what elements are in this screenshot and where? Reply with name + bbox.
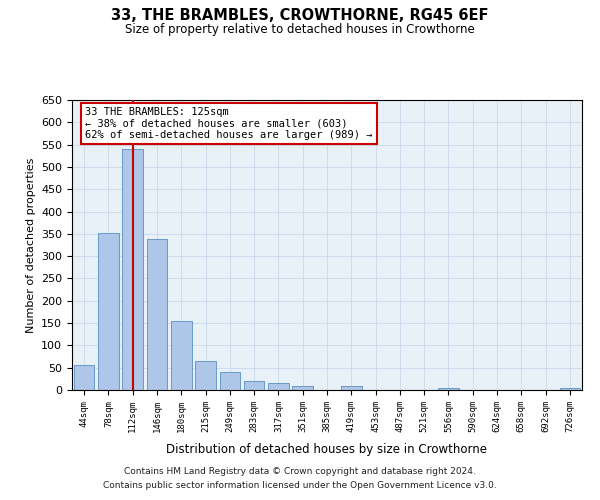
Bar — [560, 388, 580, 390]
Bar — [438, 388, 459, 390]
Bar — [122, 149, 143, 390]
Text: Distribution of detached houses by size in Crowthorne: Distribution of detached houses by size … — [167, 442, 487, 456]
Bar — [74, 364, 94, 390]
Bar — [146, 239, 167, 390]
Text: Contains public sector information licensed under the Open Government Licence v3: Contains public sector information licen… — [103, 481, 497, 490]
Text: Contains HM Land Registry data © Crown copyright and database right 2024.: Contains HM Land Registry data © Crown c… — [124, 468, 476, 476]
Text: 33 THE BRAMBLES: 125sqm
← 38% of detached houses are smaller (603)
62% of semi-d: 33 THE BRAMBLES: 125sqm ← 38% of detache… — [85, 106, 373, 140]
Bar — [268, 384, 289, 390]
Bar — [341, 386, 362, 390]
Bar — [292, 386, 313, 390]
Text: Size of property relative to detached houses in Crowthorne: Size of property relative to detached ho… — [125, 22, 475, 36]
Bar — [195, 361, 216, 390]
Text: 33, THE BRAMBLES, CROWTHORNE, RG45 6EF: 33, THE BRAMBLES, CROWTHORNE, RG45 6EF — [111, 8, 489, 22]
Y-axis label: Number of detached properties: Number of detached properties — [26, 158, 35, 332]
Bar — [244, 381, 265, 390]
Bar — [98, 232, 119, 390]
Bar — [171, 321, 191, 390]
Bar — [220, 372, 240, 390]
